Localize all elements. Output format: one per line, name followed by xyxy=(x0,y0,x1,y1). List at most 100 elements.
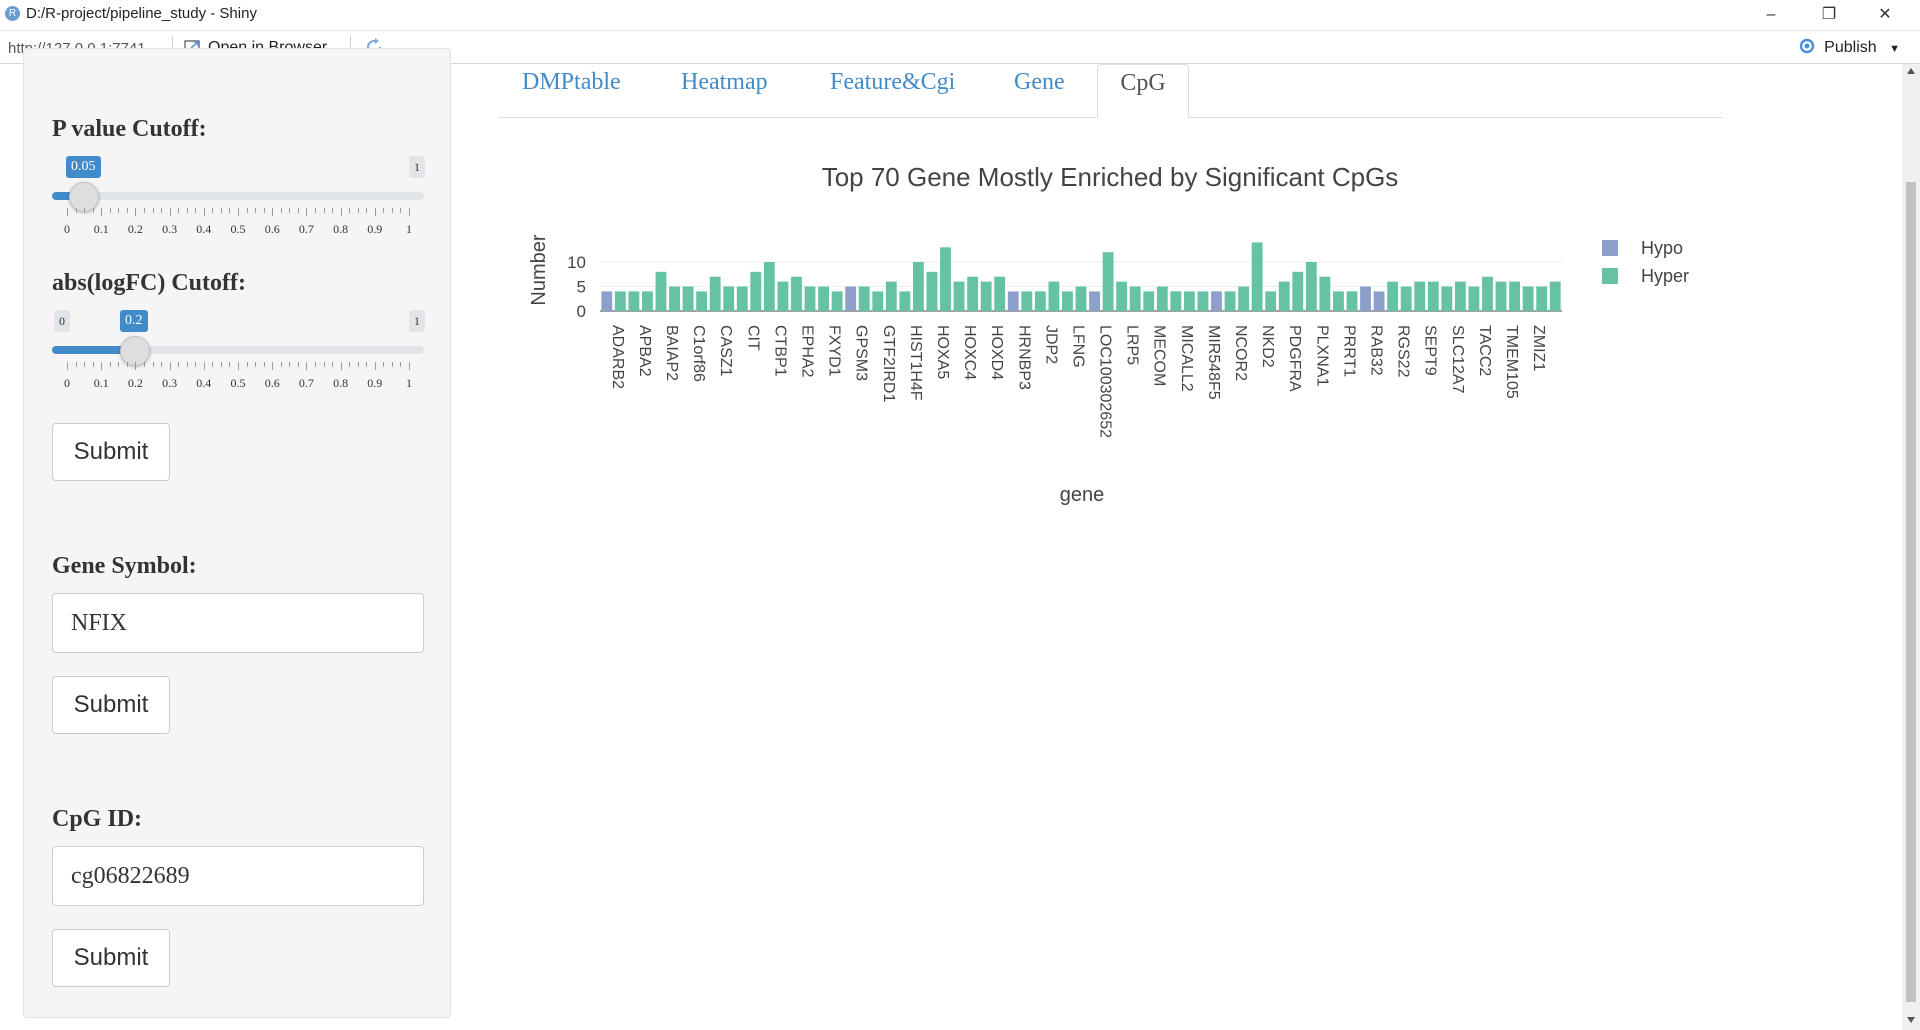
slider-tick xyxy=(126,362,128,367)
slider-tick xyxy=(109,208,111,213)
slider-tick xyxy=(280,362,282,367)
slider-tick-label: 0.5 xyxy=(230,222,246,236)
slider-tick xyxy=(161,208,163,213)
vertical-scrollbar[interactable] xyxy=(1902,64,1920,1030)
slider-tick xyxy=(152,362,154,367)
chart-bar-hyper xyxy=(1156,286,1168,311)
chart-bar-hyper xyxy=(1048,281,1060,311)
slider-tick xyxy=(400,362,402,367)
chart-bar-hyper xyxy=(791,276,802,311)
tab-cpg[interactable]: CpG xyxy=(1097,64,1189,118)
chart-bar-hyper xyxy=(682,286,694,311)
slider-tick xyxy=(238,362,239,370)
logfc-slider-fill xyxy=(52,346,136,354)
chart-bar-hyper xyxy=(1333,291,1344,311)
scroll-up-icon[interactable] xyxy=(1907,68,1915,74)
slider-tick xyxy=(323,208,325,213)
tab-heatmap[interactable]: Heatmap xyxy=(681,69,768,95)
slider-tick xyxy=(143,208,145,213)
chart-bar-hyper xyxy=(1346,291,1358,311)
slider-tick-label: 1 xyxy=(406,376,412,390)
chart-bar-hyper xyxy=(777,281,789,311)
slider-tick xyxy=(357,362,359,367)
chart-bar-hyper xyxy=(953,281,965,311)
chart-x-tick-label: CASZ1 xyxy=(717,325,734,377)
scrollbar-thumb[interactable] xyxy=(1906,182,1916,1002)
r-app-icon: R xyxy=(5,6,20,21)
scroll-down-icon[interactable] xyxy=(1907,1017,1915,1023)
slider-tick xyxy=(297,208,299,213)
slider-tick-label: 0.8 xyxy=(333,222,349,236)
chart-legend: Hypo Hyper xyxy=(1602,238,1689,286)
chart-bar-hyper xyxy=(1495,281,1507,311)
slider-tick xyxy=(109,362,111,367)
minimize-button[interactable]: – xyxy=(1766,6,1776,23)
publish-label: Publish xyxy=(1824,39,1877,56)
chart-bar-hyper xyxy=(1034,291,1046,311)
tab-feature-cgi[interactable]: Feature&Cgi xyxy=(830,69,956,95)
restore-button[interactable]: ❐ xyxy=(1821,6,1837,23)
chart-bar-hyper xyxy=(926,271,938,311)
chart-bar-hyper xyxy=(994,276,1006,311)
chart-bar-hyper xyxy=(614,291,626,311)
chart-bar-hyper xyxy=(736,286,748,311)
chart-bar-hyper xyxy=(1116,281,1128,311)
toolbar-separator xyxy=(350,36,351,58)
slider-tick xyxy=(220,208,222,213)
chart-x-tick-label: HIST1H4F xyxy=(907,325,924,401)
slider-tick xyxy=(169,208,171,216)
close-button[interactable]: ✕ xyxy=(1878,6,1892,23)
slider-tick xyxy=(297,362,299,367)
gene-symbol-input[interactable]: NFIX xyxy=(52,593,424,653)
chart-x-tick-label: CIT xyxy=(744,325,761,351)
chart-x-tick-label: GTF2IRD1 xyxy=(880,325,897,402)
chart-bar-hyper xyxy=(1305,262,1317,311)
logfc-slider-ticks xyxy=(67,362,410,372)
cpg-id-input[interactable]: cg06822689 xyxy=(52,846,424,906)
pvalue-slider-track[interactable] xyxy=(52,192,424,200)
slider-tick xyxy=(203,362,205,370)
chart-x-tick-label: PRRT1 xyxy=(1340,325,1357,377)
slider-tick xyxy=(289,362,291,367)
slider-tick xyxy=(135,208,137,216)
chart-y-tick-label: 5 xyxy=(577,278,586,297)
chart-x-tick-label: RAB32 xyxy=(1368,325,1385,376)
chart-bar-hyper xyxy=(1143,291,1155,311)
pvalue-slider[interactable]: 0.05 1 0 0.1 0.2 0.3 0.4 0.5 0.6 0.7 0.8 0.9 1 xyxy=(52,156,425,236)
chart-x-tick-label: HOXD4 xyxy=(988,325,1005,380)
chart-bar-hyper xyxy=(1170,291,1182,311)
cpg-submit-button[interactable]: Submit xyxy=(52,929,170,987)
chart-bar-hyper xyxy=(1129,286,1141,311)
slider-tick xyxy=(92,208,94,213)
slider-tick xyxy=(195,208,197,213)
tab-dmptable[interactable]: DMPtable xyxy=(522,69,621,95)
logfc-slider-handle[interactable] xyxy=(120,336,150,366)
toolbar-separator xyxy=(172,36,173,58)
chart-bar-hyper xyxy=(655,271,667,311)
publish-button[interactable]: Publish ▼ xyxy=(1796,37,1900,59)
slider-tick-label: 0.3 xyxy=(162,376,178,390)
slider-tick xyxy=(238,208,239,216)
chart-x-tick-label: LOC100302652 xyxy=(1097,325,1114,438)
slider-tick xyxy=(366,208,368,213)
gene-submit-button[interactable]: Submit xyxy=(52,676,170,734)
chart-bar-hypo xyxy=(1360,286,1371,311)
slider-tick xyxy=(323,362,325,367)
chart-bar-hyper xyxy=(1441,286,1453,311)
chart-bar-hyper xyxy=(885,281,897,311)
tab-gene[interactable]: Gene xyxy=(1014,69,1065,95)
slider-tick xyxy=(169,362,171,370)
slider-tick xyxy=(332,208,334,213)
slider-tick xyxy=(280,208,282,213)
cutoff-submit-button[interactable]: Submit xyxy=(52,423,170,481)
logfc-slider[interactable]: 0 0.2 1 0 0.1 0.2 0.3 0.4 0.5 0.6 0.7 0.8 0.9 1 xyxy=(52,310,425,390)
slider-tick-label: 0.8 xyxy=(333,376,349,390)
chart-bar-hyper xyxy=(1075,286,1087,311)
dropdown-caret-icon[interactable]: ▼ xyxy=(1889,43,1900,55)
slider-tick xyxy=(126,208,128,213)
pvalue-slider-handle[interactable] xyxy=(69,182,99,212)
slider-tick xyxy=(84,362,86,367)
logfc-slider-track[interactable] xyxy=(52,346,424,354)
slider-tick xyxy=(246,208,248,213)
chart-bar-hyper xyxy=(858,286,870,311)
